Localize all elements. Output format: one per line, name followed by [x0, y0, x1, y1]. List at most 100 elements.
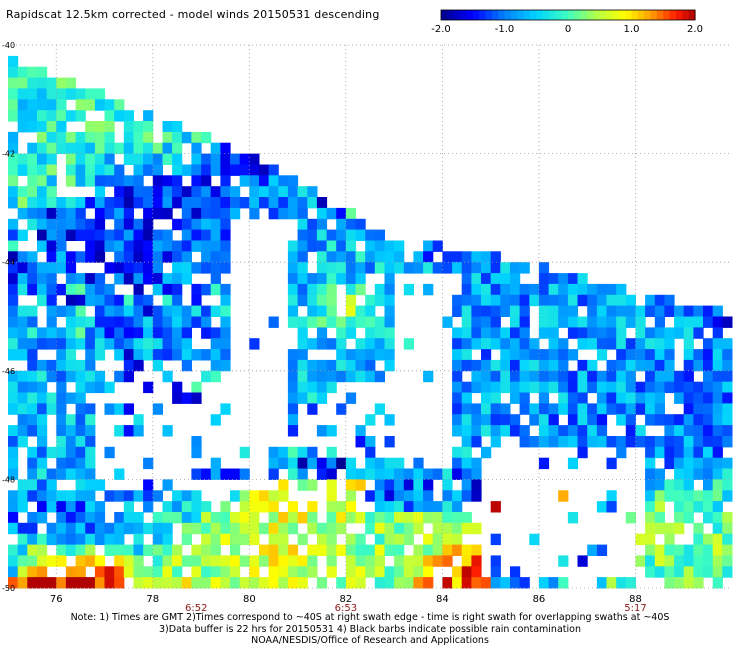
- wind-diff-cell: [654, 305, 665, 317]
- wind-diff-cell: [645, 566, 656, 578]
- wind-diff-cell: [413, 457, 424, 470]
- wind-diff-cell: [674, 490, 685, 502]
- wind-diff-cell: [133, 327, 144, 339]
- wind-diff-cell: [287, 457, 299, 470]
- wind-diff-cell: [577, 414, 588, 426]
- wind-diff-cell: [529, 436, 540, 448]
- wind-diff-cell: [490, 414, 501, 426]
- wind-diff-cell: [94, 555, 106, 567]
- wind-diff-cell: [123, 370, 134, 383]
- wind-diff-cell: [46, 229, 57, 241]
- wind-diff-cell: [500, 577, 511, 589]
- wind-diff-cell: [577, 403, 588, 415]
- wind-diff-cell: [461, 349, 472, 361]
- wind-diff-cell: [394, 262, 405, 274]
- wind-diff-cell: [625, 338, 636, 350]
- wind-diff-cell: [365, 294, 376, 307]
- colorbar-swatch: [498, 10, 506, 20]
- wind-diff-cell: [654, 490, 665, 502]
- wind-diff-cell: [374, 533, 385, 546]
- wind-diff-cell: [75, 273, 86, 285]
- wind-diff-cell: [336, 251, 347, 263]
- wind-diff-cell: [683, 490, 694, 502]
- wind-diff-cell: [326, 240, 337, 252]
- wind-diff-cell: [27, 77, 38, 89]
- wind-diff-cell: [452, 512, 463, 524]
- wind-diff-cell: [693, 555, 704, 567]
- wind-diff-cell: [85, 479, 96, 491]
- wind-diff-cell: [712, 533, 723, 546]
- wind-diff-cell: [123, 294, 134, 307]
- wind-diff-cell: [133, 153, 144, 165]
- wind-diff-cell: [297, 349, 308, 361]
- wind-diff-cell: [37, 186, 48, 198]
- wind-diff-cell: [316, 316, 328, 328]
- wind-diff-cell: [17, 229, 28, 241]
- wind-diff-cell: [85, 414, 96, 426]
- wind-diff-cell: [37, 479, 48, 491]
- wind-diff-cell: [481, 392, 492, 404]
- wind-diff-cell: [587, 403, 598, 415]
- wind-diff-cell: [56, 338, 67, 350]
- wind-diff-cell: [452, 403, 463, 415]
- wind-diff-cell: [683, 338, 694, 350]
- wind-diff-cell: [654, 403, 665, 415]
- wind-diff-cell: [287, 512, 299, 524]
- wind-diff-cell: [567, 403, 579, 415]
- wind-diff-cell: [683, 468, 694, 480]
- wind-diff-cell: [220, 359, 231, 372]
- wind-diff-cell: [8, 294, 19, 307]
- wind-diff-cell: [152, 522, 163, 535]
- wind-diff-cell: [27, 425, 38, 437]
- wind-diff-cell: [37, 425, 48, 437]
- wind-diff-cell: [94, 533, 106, 546]
- wind-diff-cell: [664, 479, 675, 491]
- wind-diff-cell: [490, 251, 501, 263]
- wind-diff-cell: [307, 229, 318, 241]
- wind-diff-cell: [654, 316, 665, 328]
- wind-diff-cell: [143, 349, 154, 361]
- wind-diff-cell: [143, 522, 154, 535]
- wind-diff-cell: [123, 359, 134, 372]
- wind-diff-cell: [384, 468, 395, 480]
- wind-diff-cell: [162, 522, 173, 535]
- wind-diff-cell: [307, 446, 318, 459]
- wind-diff-cell: [143, 457, 154, 470]
- wind-diff-cell: [394, 577, 405, 589]
- wind-diff-cell: [596, 577, 608, 589]
- wind-diff-cell: [693, 316, 704, 328]
- wind-diff-cell: [37, 338, 48, 350]
- wind-diff-cell: [210, 338, 221, 350]
- wind-diff-cell: [287, 316, 299, 328]
- wind-diff-cell: [664, 370, 675, 383]
- wind-diff-cell: [85, 283, 96, 296]
- wind-diff-cell: [152, 207, 163, 220]
- wind-diff-cell: [210, 577, 221, 589]
- wind-diff-cell: [8, 99, 19, 111]
- wind-diff-cell: [403, 262, 414, 274]
- wind-diff-cell: [8, 218, 19, 231]
- wind-diff-cell: [191, 468, 202, 480]
- wind-diff-cell: [278, 175, 289, 187]
- wind-diff-cell: [635, 381, 646, 394]
- wind-diff-cell: [37, 327, 48, 339]
- wind-diff-cell: [94, 229, 106, 241]
- colorbar-swatch: [548, 10, 556, 20]
- wind-diff-cell: [210, 414, 221, 426]
- wind-diff-cell: [413, 262, 424, 274]
- wind-diff-cell: [56, 121, 67, 133]
- wind-diff-cell: [374, 327, 385, 339]
- wind-diff-cell: [181, 197, 192, 209]
- wind-diff-cell: [606, 392, 617, 404]
- wind-diff-cell: [278, 577, 289, 589]
- wind-diff-cell: [529, 338, 540, 350]
- wind-diff-cell: [133, 305, 144, 317]
- wind-diff-cell: [355, 262, 366, 274]
- wind-diff-cell: [172, 283, 183, 296]
- wind-diff-cell: [442, 262, 453, 274]
- wind-diff-cell: [65, 110, 77, 122]
- wind-diff-cell: [432, 512, 443, 524]
- wind-diff-cell: [500, 305, 511, 317]
- wind-diff-cell: [287, 577, 299, 589]
- wind-diff-cell: [645, 468, 656, 480]
